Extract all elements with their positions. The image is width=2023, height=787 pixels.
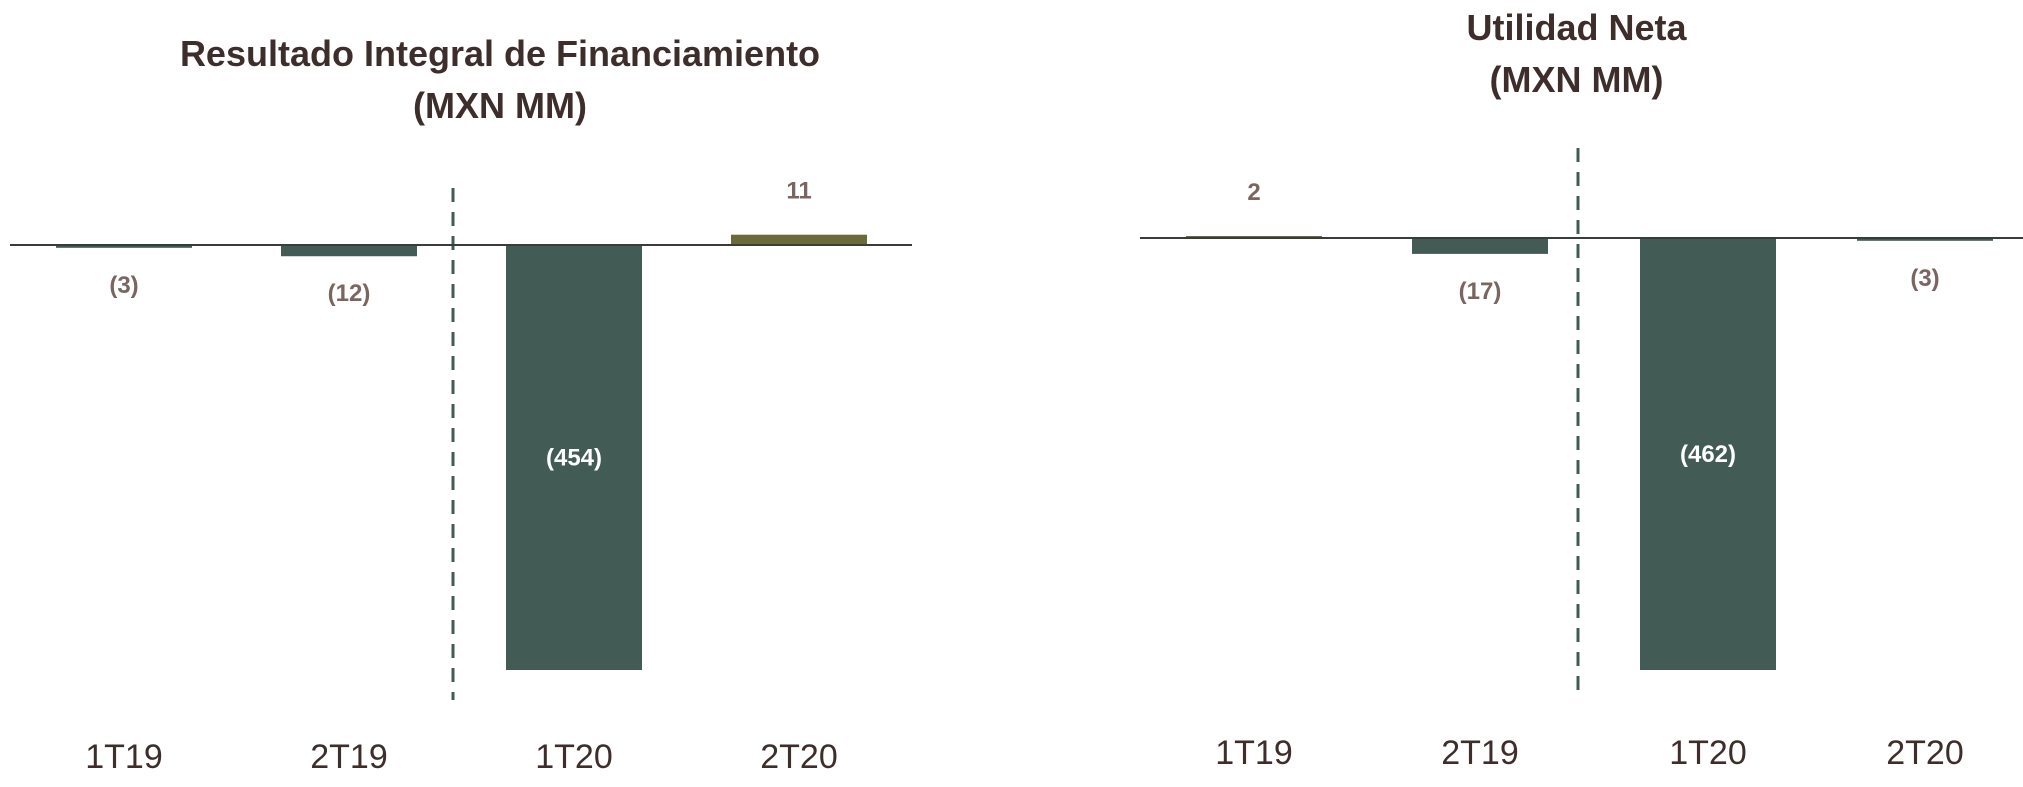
x-tick-label-1t19: 1T19 xyxy=(85,738,163,776)
data-label-2t19: (12) xyxy=(328,280,371,307)
chart-title-units: (MXN MM) xyxy=(413,85,587,126)
bar-2t20 xyxy=(1857,238,1993,241)
bar-2t19 xyxy=(1412,238,1548,254)
chart-title: Resultado Integral de Financiamiento (MX… xyxy=(0,28,1000,132)
x-tick-label-1t19: 1T19 xyxy=(1215,734,1293,772)
x-tick-label-2t20: 2T20 xyxy=(760,738,838,776)
data-label-1t20: (454) xyxy=(546,445,602,472)
x-tick-label-2t19: 2T19 xyxy=(1441,734,1519,772)
data-label-2t19: (17) xyxy=(1459,278,1502,305)
x-tick-label-2t20: 2T20 xyxy=(1886,734,1964,772)
chart-panel-resultado-integral: Resultado Integral de Financiamiento (MX… xyxy=(0,0,1000,787)
x-tick-label-2t19: 2T19 xyxy=(310,738,388,776)
data-label-1t20: (462) xyxy=(1680,441,1736,468)
x-tick-label-1t20: 1T20 xyxy=(1669,734,1747,772)
data-label-1t19: (3) xyxy=(109,272,138,299)
bar-2t20 xyxy=(731,234,867,245)
chart-title-units: (MXN MM) xyxy=(1489,59,1664,100)
bar-1t19 xyxy=(56,245,192,248)
chart-panel-utilidad-neta: Utilidad Neta (MXN MM) 2 1T19 (17) 2T19 (462… xyxy=(1130,0,2023,787)
data-label-1t19: 2 xyxy=(1247,179,1260,206)
bar-chart-resultado-integral: (3) 1T19 (12) 2T19 (454) 1T20 11 2T20 xyxy=(10,178,912,776)
bar-1t20 xyxy=(506,245,642,670)
chart-title-main: Resultado Integral de Financiamiento xyxy=(179,33,821,74)
bar-1t20 xyxy=(1640,238,1776,670)
bar-2t19 xyxy=(281,245,417,257)
x-tick-label-1t20: 1T20 xyxy=(535,738,613,776)
bar-chart-utilidad-neta: 2 1T19 (17) 2T19 (462) 1T20 (3) 2T20 xyxy=(1140,148,2023,772)
chart-title-main: Utilidad Neta xyxy=(1466,7,1687,48)
data-label-2t20: (3) xyxy=(1910,265,1939,292)
data-label-2t20: 11 xyxy=(786,178,811,205)
chart-title: Utilidad Neta (MXN MM) xyxy=(1130,2,2023,106)
